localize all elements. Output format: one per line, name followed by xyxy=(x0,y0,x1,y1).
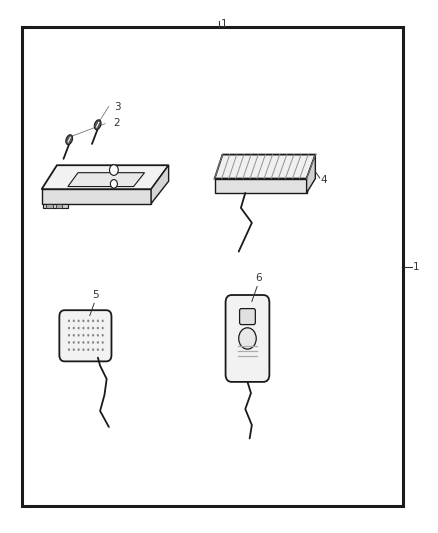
Circle shape xyxy=(82,341,85,344)
Bar xyxy=(22,27,403,506)
Circle shape xyxy=(110,165,118,175)
Circle shape xyxy=(102,319,104,322)
Text: 3: 3 xyxy=(114,102,120,111)
Circle shape xyxy=(239,328,256,349)
Ellipse shape xyxy=(94,120,101,130)
Circle shape xyxy=(82,327,85,329)
Circle shape xyxy=(78,327,80,329)
Circle shape xyxy=(92,319,94,322)
Polygon shape xyxy=(307,155,315,193)
Polygon shape xyxy=(42,189,151,204)
Polygon shape xyxy=(151,165,169,204)
Circle shape xyxy=(92,341,94,344)
Circle shape xyxy=(78,341,80,344)
Circle shape xyxy=(102,327,104,329)
Circle shape xyxy=(92,349,94,351)
FancyBboxPatch shape xyxy=(226,295,269,382)
Circle shape xyxy=(87,349,89,351)
Circle shape xyxy=(97,349,99,351)
Circle shape xyxy=(82,334,85,337)
Polygon shape xyxy=(42,165,169,189)
Polygon shape xyxy=(56,204,62,208)
Circle shape xyxy=(78,334,80,337)
Circle shape xyxy=(92,334,94,337)
Circle shape xyxy=(97,319,99,322)
FancyBboxPatch shape xyxy=(60,310,111,361)
Circle shape xyxy=(73,327,75,329)
Circle shape xyxy=(87,319,89,322)
Circle shape xyxy=(78,319,80,322)
Text: 2: 2 xyxy=(113,118,120,127)
Circle shape xyxy=(92,327,94,329)
Circle shape xyxy=(97,327,99,329)
Circle shape xyxy=(73,349,75,351)
Circle shape xyxy=(73,319,75,322)
Circle shape xyxy=(87,327,89,329)
Circle shape xyxy=(110,180,117,188)
Circle shape xyxy=(78,349,80,351)
Text: 5: 5 xyxy=(92,289,99,300)
Text: 4: 4 xyxy=(321,175,327,185)
Circle shape xyxy=(73,334,75,337)
Circle shape xyxy=(102,334,104,337)
Circle shape xyxy=(68,349,70,351)
Circle shape xyxy=(87,334,89,337)
Text: 6: 6 xyxy=(255,273,262,282)
Circle shape xyxy=(82,349,85,351)
Polygon shape xyxy=(215,179,307,193)
Circle shape xyxy=(68,327,70,329)
Circle shape xyxy=(102,341,104,344)
Circle shape xyxy=(97,334,99,337)
Polygon shape xyxy=(68,173,145,187)
Ellipse shape xyxy=(66,135,73,144)
Circle shape xyxy=(73,341,75,344)
Circle shape xyxy=(102,349,104,351)
FancyBboxPatch shape xyxy=(240,309,255,325)
Circle shape xyxy=(97,341,99,344)
Text: 1: 1 xyxy=(413,262,419,271)
Text: 1: 1 xyxy=(221,19,228,29)
Polygon shape xyxy=(43,204,68,208)
Polygon shape xyxy=(215,155,315,179)
Circle shape xyxy=(82,319,85,322)
Circle shape xyxy=(87,341,89,344)
Circle shape xyxy=(68,319,70,322)
Circle shape xyxy=(68,341,70,344)
Polygon shape xyxy=(46,204,53,208)
Circle shape xyxy=(68,334,70,337)
